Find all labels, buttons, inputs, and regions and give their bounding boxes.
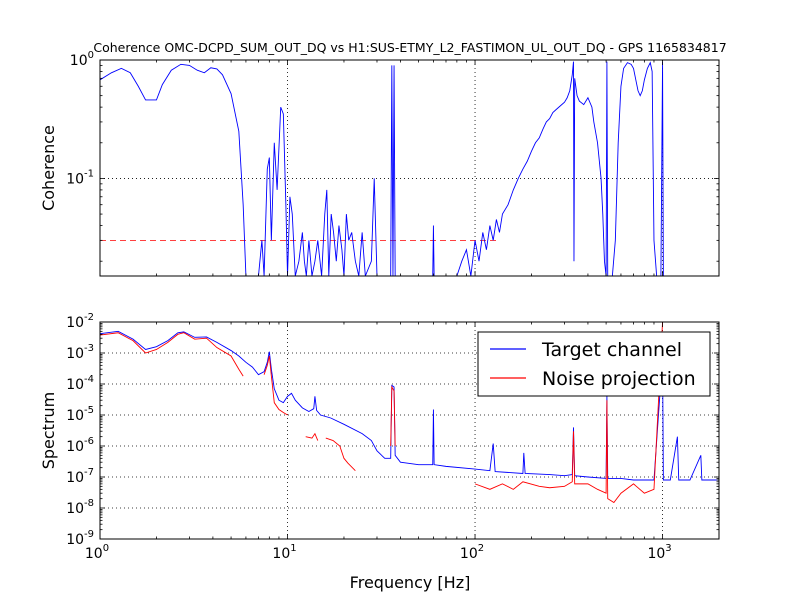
legend-box	[477, 331, 711, 397]
spectrum-series-1-segment-0	[100, 332, 244, 377]
x-axis-label: Frequency [Hz]	[350, 573, 471, 592]
legend-label-1: Noise projection	[542, 368, 696, 390]
spectrum-series-1-segment-6	[474, 322, 663, 504]
legend-label-0: Target channel	[541, 339, 682, 361]
spectrum-series-1-segment-2	[305, 432, 319, 441]
spectrum-ticks	[99, 321, 720, 540]
spectrum-y-axis-label: Spectrum	[39, 392, 58, 470]
spectrum-axes-frame	[99, 321, 720, 540]
spectrum-series-1-segment-3	[325, 437, 356, 471]
spectrum-series-1-segment-4	[390, 385, 396, 447]
coherence-axes-frame	[99, 59, 720, 277]
coherence-y-axis-label: Coherence	[39, 125, 58, 211]
legend: Target channel Noise projection	[477, 331, 711, 397]
chart-title: Coherence OMC-DCPD_SUM_OUT_DQ vs H1:SUS-…	[93, 40, 726, 55]
spectrum-series-1-segment-1	[263, 355, 288, 416]
coherence-ticks	[99, 59, 720, 276]
